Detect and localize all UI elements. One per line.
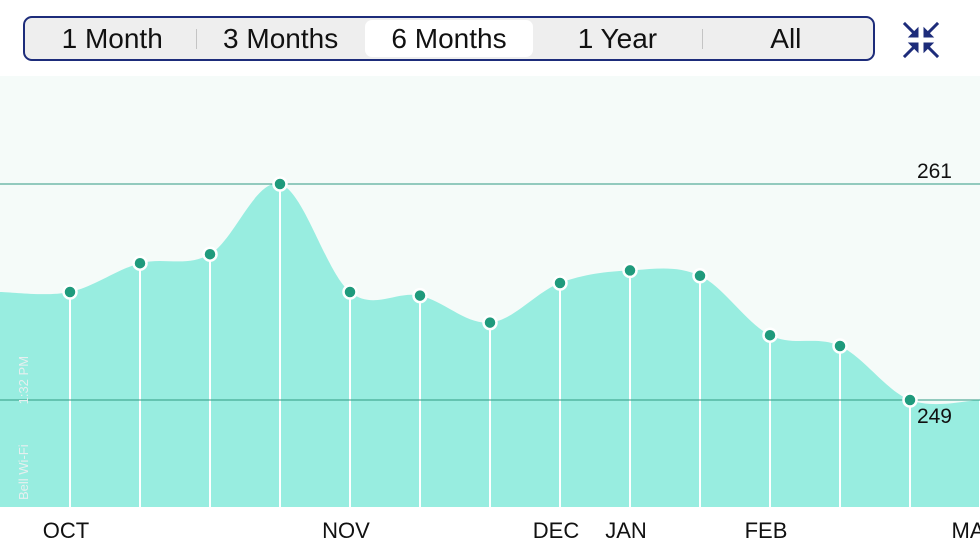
data-point[interactable] <box>622 262 638 279</box>
range-option-1-month[interactable]: 1 Month <box>61 22 163 54</box>
x-tick-label: OCT <box>43 518 89 543</box>
data-point[interactable] <box>342 284 358 300</box>
collapse-button[interactable] <box>901 20 941 60</box>
data-point[interactable] <box>272 176 288 192</box>
data-point[interactable] <box>482 314 498 331</box>
range-option-3-months[interactable]: 3 Months <box>196 20 364 57</box>
collapse-arrows-icon <box>902 21 940 59</box>
data-point[interactable] <box>202 246 218 262</box>
x-tick-label: MAR <box>952 518 980 543</box>
time-range-selector: 1 Month 3 Months 6 Months 1 Year All <box>23 16 875 61</box>
range-option-6-months[interactable]: 6 Months <box>364 20 534 57</box>
x-tick-label: JAN <box>605 518 647 543</box>
status-overlay: Bell Wi-Fi 1:32 PM <box>16 356 31 500</box>
data-point[interactable] <box>132 255 148 271</box>
x-tick-label: DEC <box>533 518 580 543</box>
x-tick-label: FEB <box>745 518 788 543</box>
data-point[interactable] <box>412 287 428 304</box>
data-point[interactable] <box>552 275 568 291</box>
data-point[interactable] <box>832 338 848 354</box>
data-point[interactable] <box>762 327 778 343</box>
reference-line-label: 249 <box>917 405 952 428</box>
carrier-label: Bell Wi-Fi <box>16 444 31 500</box>
range-option-1-year[interactable]: 1 Year <box>577 22 658 54</box>
range-option-all[interactable]: All <box>701 20 870 57</box>
reference-line-label: 261 <box>917 160 952 183</box>
data-point[interactable] <box>902 392 918 408</box>
x-tick-label: NOV <box>322 518 370 543</box>
data-point[interactable] <box>62 284 78 300</box>
time-label: 1:32 PM <box>16 355 31 405</box>
data-point[interactable] <box>692 268 708 284</box>
